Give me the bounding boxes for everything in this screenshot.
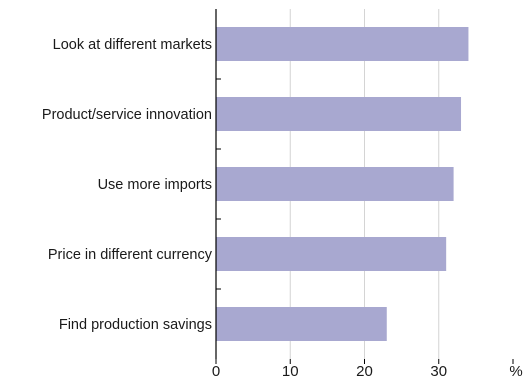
x-tick-label-30: 30 <box>430 363 447 380</box>
bar-4 <box>216 307 387 341</box>
category-label-0: Look at different markets <box>53 37 212 53</box>
category-label-2: Use more imports <box>98 177 212 193</box>
bar-2 <box>216 167 454 201</box>
category-label-1: Product/service innovation <box>42 107 212 123</box>
bar-1 <box>216 97 462 131</box>
x-unit-label: % <box>509 363 522 380</box>
x-tick-label-0: 0 <box>212 363 220 380</box>
category-label-4: Find production savings <box>59 317 212 333</box>
category-labels: Look at different markets Product/service… <box>42 37 213 333</box>
bar-3 <box>216 237 447 271</box>
x-tick-labels: 0 10 20 30 <box>212 363 447 380</box>
axes <box>215 9 514 364</box>
bar-0 <box>216 27 469 61</box>
bars <box>216 27 469 341</box>
category-label-3: Price in different currency <box>48 247 213 263</box>
x-tick-label-10: 10 <box>282 363 299 380</box>
x-tick-label-20: 20 <box>356 363 373 380</box>
